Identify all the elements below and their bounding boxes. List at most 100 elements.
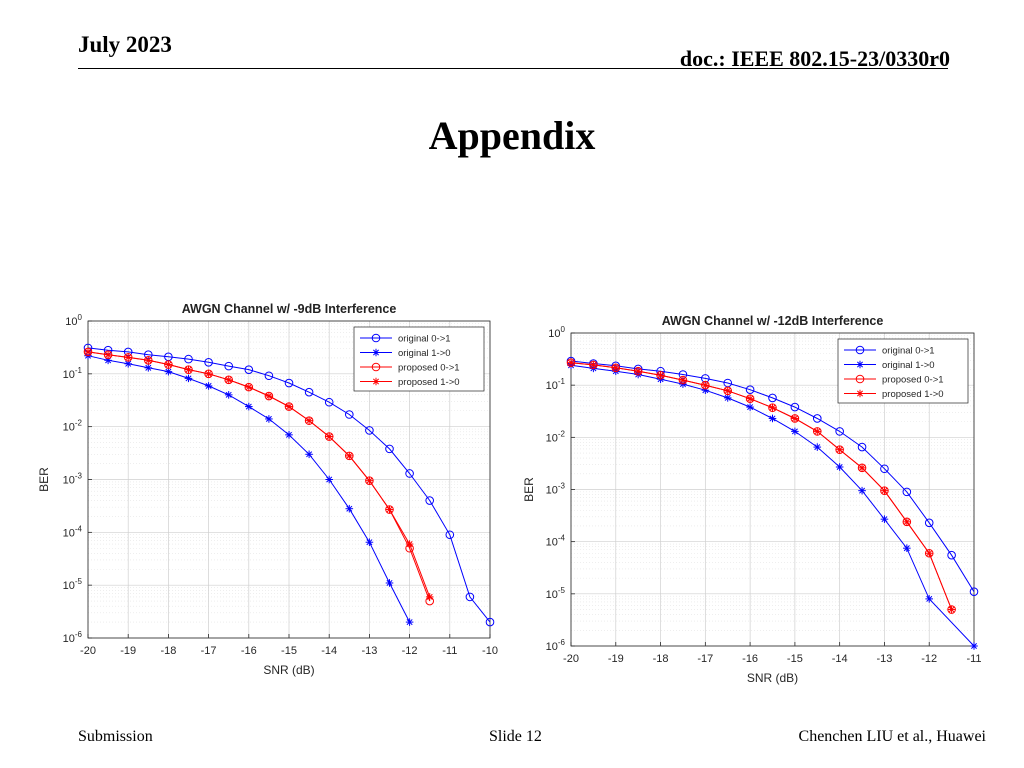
x-tick-label: -20 <box>80 645 96 657</box>
data-point-circle <box>880 464 889 474</box>
data-point-star <box>791 427 799 436</box>
legend-label: original 1->0 <box>398 348 451 359</box>
x-tick-label: -14 <box>832 653 848 665</box>
x-tick-label: -13 <box>361 645 377 657</box>
y-tick-label: 10-2 <box>546 429 566 444</box>
data-point-circle <box>224 361 233 371</box>
y-tick-label: 10-1 <box>63 366 83 381</box>
data-point-star <box>880 515 889 523</box>
data-point-star <box>285 402 293 411</box>
data-point-star <box>567 358 575 367</box>
x-tick-label: -11 <box>966 653 981 665</box>
x-tick-label: -12 <box>921 653 937 665</box>
y-axis-label: BER <box>522 477 536 502</box>
legend-label: proposed 1->0 <box>882 389 944 400</box>
data-point-circle <box>969 587 979 596</box>
data-point-star <box>365 538 374 547</box>
data-point-star <box>880 486 889 495</box>
legend-label: proposed 0->1 <box>398 363 460 374</box>
data-point-circle <box>790 402 800 412</box>
plot-frame <box>87 320 491 639</box>
data-point-circle <box>835 427 844 436</box>
data-point-circle <box>855 345 865 355</box>
data-point-circle <box>324 397 334 407</box>
y-tick-label: 10-6 <box>546 638 566 653</box>
data-point-star <box>835 445 844 454</box>
data-point-star <box>385 505 394 514</box>
header-divider <box>78 68 948 69</box>
x-tick-label: -15 <box>281 645 297 657</box>
y-axis-label: BER <box>37 467 51 492</box>
data-point-star <box>835 463 844 471</box>
x-tick-label: -19 <box>120 645 136 657</box>
header-date: July 2023 <box>78 32 172 57</box>
data-point-star <box>856 389 864 398</box>
legend-label: original 0->1 <box>882 346 935 357</box>
data-point-star <box>372 348 380 357</box>
data-point-circle <box>345 410 354 419</box>
data-point-circle <box>371 333 381 343</box>
data-point-star <box>405 618 414 626</box>
data-point-star <box>701 381 710 389</box>
data-point-star <box>345 504 354 513</box>
data-point-star <box>858 464 866 472</box>
series-line <box>570 362 953 610</box>
data-point-star <box>746 394 754 403</box>
data-point-star <box>224 376 233 384</box>
y-tick-label: 10-4 <box>546 534 566 549</box>
data-point-star <box>791 414 799 423</box>
data-point-star <box>723 386 732 395</box>
data-point-circle <box>947 550 956 560</box>
series-line <box>87 347 491 623</box>
data-point-star <box>768 403 777 412</box>
y-tick-label: 10-6 <box>63 630 83 645</box>
data-point-star <box>285 431 293 439</box>
ber-chart-12db: -20 -19 -18 -17 -16 -15 -14 -13 -12 -11 100 10-1 10-… <box>522 314 982 685</box>
x-tick-label: -17 <box>201 645 217 657</box>
data-point-star <box>325 432 333 441</box>
slide-title: Appendix <box>428 113 596 158</box>
data-point-star <box>405 540 414 548</box>
y-tick-label: 10-5 <box>546 586 566 601</box>
x-tick-label: -11 <box>442 645 457 657</box>
data-point-star <box>425 593 434 601</box>
data-point-star <box>611 364 620 372</box>
data-point-star <box>813 427 822 436</box>
series-line <box>570 364 975 647</box>
y-tick-label: 10-4 <box>63 524 83 539</box>
data-point-star <box>345 452 354 460</box>
x-tick-label: -19 <box>608 653 624 665</box>
y-tick-label: 10-5 <box>63 577 83 592</box>
data-point-star <box>164 360 173 369</box>
header-doc-id: doc.: IEEE 802.15-23/0330r0 <box>679 46 950 71</box>
data-point-star <box>947 605 956 614</box>
data-point-star <box>84 348 92 356</box>
x-tick-label: -17 <box>697 653 713 665</box>
data-point-star <box>124 353 132 362</box>
data-point-star <box>970 642 978 650</box>
legend-label: proposed 1->0 <box>398 377 460 388</box>
footer-submission: Submission <box>78 728 153 745</box>
x-axis-label: SNR (dB) <box>747 671 798 685</box>
data-point-circle <box>924 518 934 528</box>
x-tick-label: -16 <box>742 653 758 665</box>
data-point-circle <box>264 371 274 381</box>
data-point-star <box>265 415 273 423</box>
y-tick-label: 100 <box>548 325 565 340</box>
data-point-star <box>224 391 233 399</box>
x-tick-label: -18 <box>160 645 176 657</box>
data-point-circle <box>855 374 865 384</box>
x-tick-label: -12 <box>402 645 418 657</box>
legend-label: original 0->1 <box>398 334 451 345</box>
data-point-circle <box>902 487 912 497</box>
data-point-circle <box>857 442 867 452</box>
data-point-circle <box>371 362 381 372</box>
data-point-circle <box>184 354 193 364</box>
data-point-star <box>325 475 333 484</box>
y-tick-label: 10-3 <box>63 472 83 487</box>
y-tick-label: 10-1 <box>546 377 566 392</box>
data-point-circle <box>304 387 314 397</box>
data-point-star <box>858 486 866 495</box>
data-point-circle <box>244 365 254 374</box>
chart-title: AWGN Channel w/ -9dB Interference <box>182 302 397 316</box>
